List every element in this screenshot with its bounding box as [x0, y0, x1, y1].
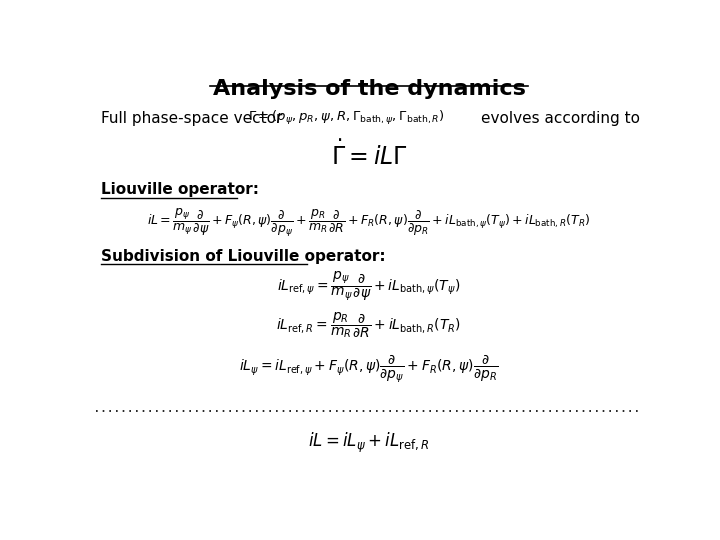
Text: Liouville operator:: Liouville operator: [101, 182, 259, 197]
Text: $iL = \dfrac{p_{\psi}}{m_{\psi}}\dfrac{\partial}{\partial\psi} + F_{\psi}(R,\psi: $iL = \dfrac{p_{\psi}}{m_{\psi}}\dfrac{\… [147, 207, 591, 239]
Text: $iL_{\psi} = iL_{\mathrm{ref},\psi} + F_{\psi}(R,\psi)\dfrac{\partial}{\partial : $iL_{\psi} = iL_{\mathrm{ref},\psi} + F_… [239, 352, 499, 384]
Text: $\dot{\Gamma} = iL\Gamma$: $\dot{\Gamma} = iL\Gamma$ [330, 140, 408, 170]
Text: evolves according to: evolves according to [481, 111, 639, 125]
Text: $iL = iL_{\psi} + iL_{\mathrm{ref},R}$: $iL = iL_{\psi} + iL_{\mathrm{ref},R}$ [308, 431, 430, 455]
Text: $iL_{\mathrm{ref},\psi} = \dfrac{p_{\psi}}{m_{\psi}}\dfrac{\partial}{\partial\ps: $iL_{\mathrm{ref},\psi} = \dfrac{p_{\psi… [277, 269, 461, 303]
Text: Subdivision of Liouville operator:: Subdivision of Liouville operator: [101, 248, 386, 264]
Text: $iL_{\mathrm{ref},R} = \dfrac{p_R}{m_R}\dfrac{\partial}{\partial R} + iL_{\mathr: $iL_{\mathrm{ref},R} = \dfrac{p_R}{m_R}\… [276, 310, 462, 340]
Text: Full phase-space vector: Full phase-space vector [101, 111, 282, 125]
Text: $\Gamma = (p_{\psi}, p_R, \psi, R, \Gamma_{\mathrm{bath},\psi}, \Gamma_{\mathrm{: $\Gamma = (p_{\psi}, p_R, \psi, R, \Gamm… [248, 109, 445, 127]
Text: Analysis of the dynamics: Analysis of the dynamics [212, 79, 526, 99]
